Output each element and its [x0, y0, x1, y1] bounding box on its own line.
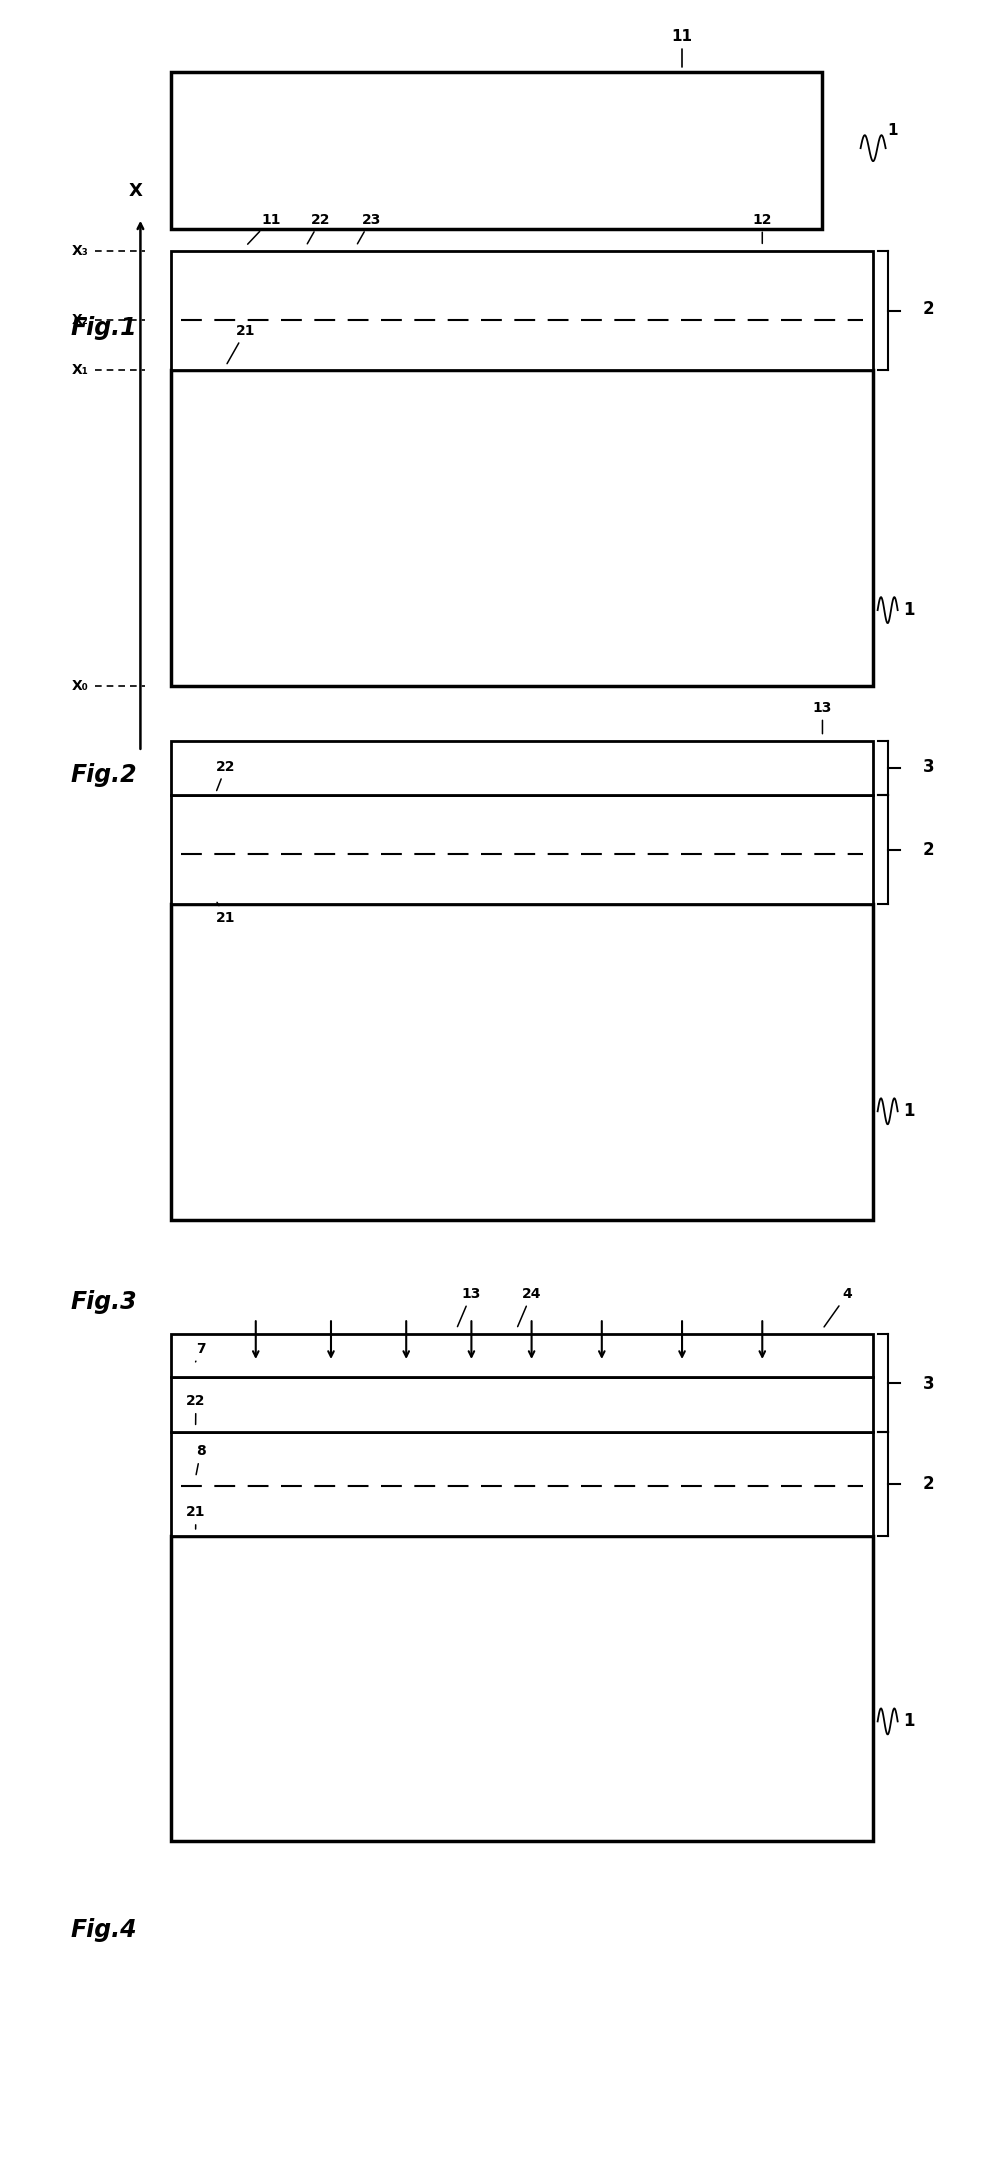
Text: X₃: X₃	[71, 244, 88, 257]
Text: 1: 1	[887, 124, 897, 137]
Text: 4: 4	[824, 1288, 852, 1327]
Text: 21: 21	[216, 902, 235, 924]
Text: Fig.4: Fig.4	[70, 1918, 136, 1941]
Bar	[170, 741, 872, 795]
Text: 2: 2	[922, 841, 934, 859]
Bar	[170, 1334, 872, 1377]
Text: 8: 8	[195, 1445, 205, 1475]
Text: 3: 3	[922, 1375, 934, 1392]
Text: 23: 23	[357, 214, 381, 244]
Text: 24: 24	[517, 1288, 541, 1327]
Text: 2: 2	[922, 301, 934, 318]
Text: 11: 11	[247, 214, 281, 244]
Text: X: X	[128, 183, 142, 200]
Text: 22: 22	[216, 760, 235, 791]
Text: Fig.3: Fig.3	[70, 1290, 136, 1314]
Text: 1: 1	[902, 1103, 913, 1120]
Text: Fig.2: Fig.2	[70, 763, 136, 787]
Bar	[170, 370, 872, 686]
Bar	[170, 1536, 872, 1841]
Text: 1: 1	[902, 1713, 913, 1730]
Text: 21: 21	[226, 325, 256, 364]
Text: X₁: X₁	[71, 364, 88, 377]
Bar	[170, 1432, 872, 1536]
Text: X₀: X₀	[71, 680, 88, 693]
Bar	[170, 1377, 872, 1432]
Text: 22: 22	[186, 1395, 205, 1425]
Text: 7: 7	[195, 1342, 205, 1362]
Text: 11: 11	[671, 28, 691, 68]
Text: 21: 21	[186, 1506, 205, 1530]
Text: 13: 13	[457, 1288, 481, 1327]
Text: X₂: X₂	[71, 314, 88, 327]
Bar	[170, 251, 872, 370]
Text: 3: 3	[922, 758, 934, 776]
Text: 12: 12	[752, 214, 772, 244]
Text: Fig.1: Fig.1	[70, 316, 136, 340]
Text: 2: 2	[922, 1475, 934, 1493]
Text: 22: 22	[307, 214, 331, 244]
Text: 13: 13	[812, 702, 832, 734]
Bar	[170, 904, 872, 1220]
Bar	[170, 72, 822, 229]
Text: 1: 1	[902, 601, 913, 619]
Bar	[170, 795, 872, 904]
